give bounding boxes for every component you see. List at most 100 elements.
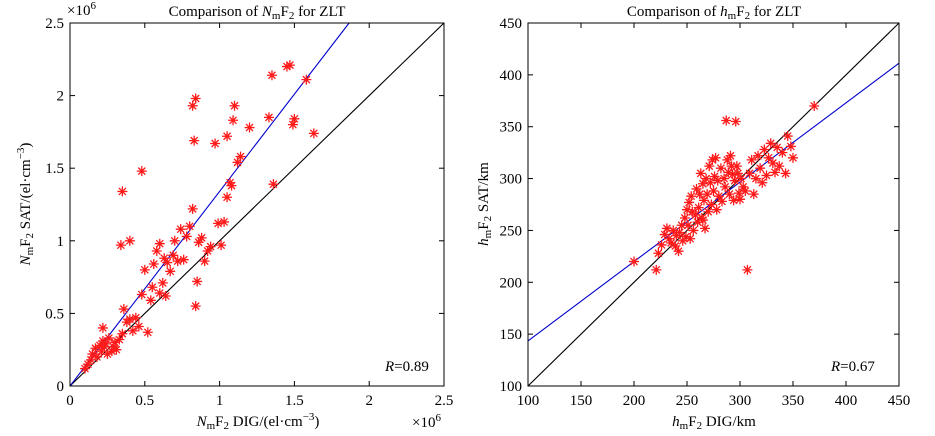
data-point [96, 346, 107, 357]
data-point [686, 191, 697, 202]
x-tick-label: 150 [570, 393, 593, 409]
data-point [697, 215, 708, 226]
data-point [190, 301, 201, 312]
data-point [710, 152, 721, 163]
axis-ticks: 0 0.5 1 1.5 2 2.5 0 0.5 1 1.5 2 2.5 [45, 16, 453, 409]
y-tick-label: 200 [500, 275, 523, 291]
x-tick-label: 0.5 [135, 393, 154, 409]
x-tick-label: 200 [623, 393, 646, 409]
data-point [190, 93, 201, 104]
data-point [85, 354, 96, 365]
data-point [79, 363, 90, 374]
data-point [668, 225, 679, 236]
data-point [731, 161, 742, 172]
data-point [670, 240, 681, 251]
y-tick-label: 150 [500, 327, 523, 343]
data-point [732, 168, 743, 179]
y-tick-label: 0.5 [45, 306, 64, 322]
data-point [746, 154, 757, 165]
y-tick-label: 1 [57, 234, 65, 250]
data-point [232, 157, 243, 168]
data-point [99, 341, 110, 352]
data-point [263, 112, 274, 123]
data-point [727, 169, 738, 180]
data-point [216, 240, 227, 251]
data-point [219, 216, 230, 227]
data-point [688, 225, 699, 236]
data-point [679, 212, 690, 223]
data-point [91, 351, 102, 362]
data-point [115, 240, 126, 251]
data-point [103, 333, 114, 344]
data-point [736, 173, 747, 184]
data-point [193, 237, 204, 248]
data-point [785, 141, 796, 152]
data-point [708, 186, 719, 197]
data-point [210, 138, 221, 149]
correlation-label: R=0.89 [384, 359, 429, 375]
data-point [308, 128, 319, 139]
data-point [682, 204, 692, 215]
data-point [130, 312, 141, 323]
data-point [765, 138, 776, 149]
data-point [711, 204, 722, 215]
x-tick-label: 400 [835, 393, 858, 409]
data-point [172, 256, 183, 267]
data-point [730, 116, 741, 127]
data-points [79, 60, 319, 374]
data-point [742, 264, 753, 275]
data-point [124, 235, 135, 246]
plot-frame [527, 22, 900, 387]
data-point [721, 115, 732, 126]
data-point [788, 152, 798, 163]
data-point [117, 186, 128, 197]
data-point [226, 180, 237, 191]
data-point [683, 220, 694, 231]
x-tick-label: 2.5 [435, 393, 454, 409]
data-point [719, 173, 730, 184]
data-points [629, 100, 820, 275]
y-tick-label: 250 [500, 223, 523, 239]
reference-line [69, 22, 445, 387]
data-point [148, 259, 159, 270]
data-point [663, 233, 674, 244]
data-point [169, 235, 180, 246]
y-tick-label: 350 [500, 120, 523, 136]
correlation-label: R=0.67 [830, 359, 875, 375]
y-tick-label: 450 [500, 16, 523, 32]
y-tick-label: 100 [500, 379, 523, 395]
x-axis-label: NmF2 DIG/(el·cm−3) [196, 411, 320, 432]
data-point [151, 245, 162, 256]
data-point [629, 256, 639, 267]
data-point [97, 322, 108, 333]
data-point [755, 163, 766, 174]
data-point [109, 337, 120, 348]
data-point [782, 131, 793, 142]
data-point [701, 173, 712, 184]
data-point [761, 170, 772, 181]
data-point [725, 150, 736, 161]
data-point [222, 192, 233, 203]
data-point [94, 340, 105, 351]
trend-lines [69, 22, 445, 387]
data-point [685, 233, 696, 244]
y-axis-label: NmF2 SAT/(el·cm−3) [15, 143, 36, 267]
data-point [661, 223, 672, 234]
data-point [709, 171, 720, 182]
data-point [165, 266, 176, 277]
data-point [691, 183, 702, 194]
data-point [199, 256, 210, 267]
data-point [769, 167, 780, 178]
data-point [228, 115, 239, 126]
data-point [728, 195, 739, 206]
data-point [666, 237, 677, 248]
data-point [205, 241, 216, 252]
data-point [722, 154, 733, 165]
data-point [281, 61, 292, 72]
y-axis-label: hmF2 SAT/km [476, 162, 494, 246]
data-point [147, 282, 158, 293]
x-tick-label: 100 [517, 393, 540, 409]
data-point [124, 314, 135, 325]
data-point [738, 181, 749, 192]
